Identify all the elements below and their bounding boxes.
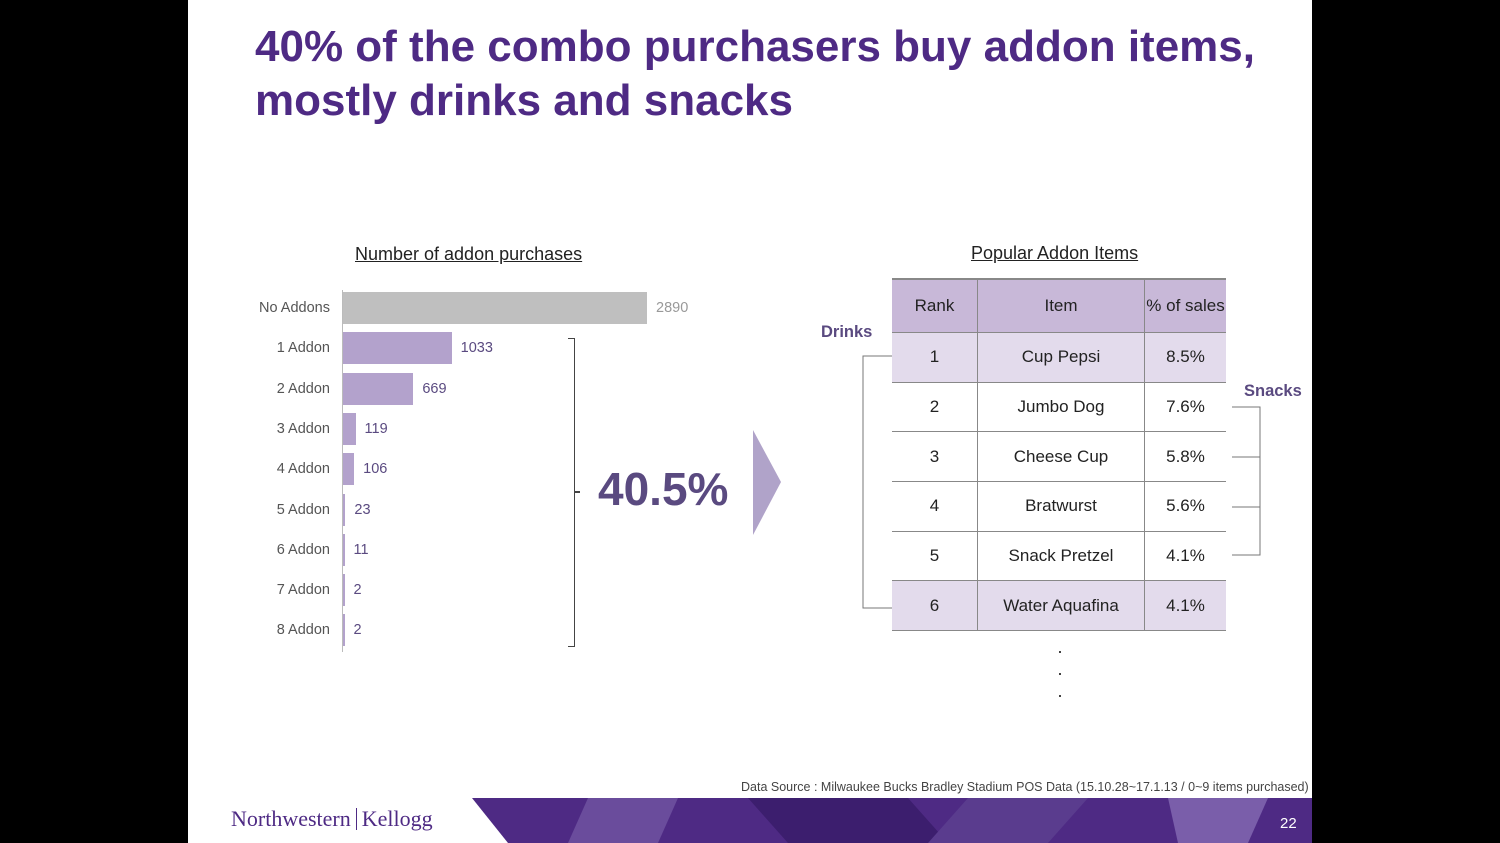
- category-label: 8 Addon: [276, 622, 330, 639]
- addon-bracket: [568, 338, 575, 647]
- bar: [343, 332, 452, 365]
- bar-value-label: 11: [353, 541, 369, 558]
- bar-value-label: 2: [353, 622, 362, 639]
- item-cell: Bratwurst: [977, 481, 1145, 532]
- snacks-label: Snacks: [1244, 382, 1302, 400]
- arrow-right-icon: [753, 430, 781, 535]
- northwestern-kellogg-logo: Northwestern Kellogg: [231, 806, 433, 831]
- bar-value-label: 2: [353, 582, 362, 599]
- bar: [343, 493, 346, 526]
- rank-cell: 3: [892, 431, 978, 483]
- footer-band: [472, 798, 1312, 843]
- pct-cell: 5.8%: [1144, 431, 1226, 483]
- category-label: 6 Addon: [276, 541, 330, 558]
- category-label: 7 Addon: [276, 582, 330, 599]
- bar-value-label: 23: [354, 501, 371, 518]
- item-cell: Cup Pepsi: [977, 332, 1145, 383]
- bar: [343, 533, 345, 566]
- bar-value-label: 106: [363, 461, 388, 478]
- category-label: 1 Addon: [276, 340, 330, 357]
- pct-cell: 4.1%: [1144, 531, 1226, 582]
- item-cell: Jumbo Dog: [977, 382, 1145, 433]
- table-row: 3 Cheese Cup 5.8%: [892, 431, 1226, 483]
- item-cell: Cheese Cup: [977, 431, 1145, 483]
- bar: [343, 453, 355, 486]
- bar: [343, 412, 356, 445]
- header-rank: Rank: [892, 278, 978, 333]
- bar: [343, 292, 647, 324]
- pct-cell: 7.6%: [1144, 382, 1226, 433]
- bar-value-label: 1033: [460, 340, 493, 357]
- item-cell: Snack Pretzel: [977, 531, 1145, 582]
- category-label: No Addons: [259, 300, 330, 316]
- bar: [343, 372, 414, 405]
- rank-cell: 2: [892, 382, 978, 433]
- rank-cell: 5: [892, 531, 978, 582]
- snacks-connector: [1232, 406, 1261, 556]
- table-header-row: Rank Item % of sales: [892, 278, 1226, 333]
- slide-title: 40% of the combo purchasers buy addon it…: [255, 22, 1255, 125]
- slide: 40% of the combo purchasers buy addon it…: [188, 0, 1312, 843]
- pct-cell: 5.6%: [1144, 481, 1226, 532]
- data-source-note: Data Source : Milwaukee Bucks Bradley St…: [741, 780, 1309, 794]
- chart-axis-line: [342, 290, 343, 652]
- addon-bracket-tick: [574, 491, 580, 493]
- drinks-label: Drinks: [821, 323, 873, 341]
- table-row: 1 Cup Pepsi 8.5%: [892, 332, 1226, 383]
- chart-title: Number of addon purchases: [355, 244, 583, 264]
- table-row: 6 Water Aquafina 4.1%: [892, 580, 1226, 632]
- bar-value-label: 119: [364, 420, 388, 437]
- bar: [343, 614, 345, 647]
- table-row: 2 Jumbo Dog 7.6%: [892, 382, 1226, 433]
- addon-share-callout: 40.5%: [598, 463, 729, 515]
- category-label: 2 Addon: [276, 380, 330, 397]
- table-continuation-dots: · · ·: [1057, 641, 1063, 705]
- popular-items-table: Rank Item % of sales 1 Cup Pepsi 8.5% 2 Jumb…: [892, 278, 1226, 632]
- header-pct-of-sales: % of sales: [1144, 278, 1226, 333]
- drinks-connector: [862, 355, 892, 609]
- table-row: 4 Bratwurst 5.6%: [892, 481, 1226, 532]
- category-label: 4 Addon: [276, 461, 330, 478]
- rank-cell: 4: [892, 481, 978, 532]
- bar: [343, 574, 345, 607]
- category-label: 3 Addon: [276, 420, 330, 437]
- table-row: 5 Snack Pretzel 4.1%: [892, 531, 1226, 582]
- pct-cell: 8.5%: [1144, 332, 1226, 383]
- item-cell: Water Aquafina: [977, 580, 1145, 632]
- pct-cell: 4.1%: [1144, 580, 1226, 632]
- bar-value-label: 669: [422, 380, 447, 397]
- header-item: Item: [977, 278, 1145, 333]
- bar-value-label: 2890: [656, 300, 689, 316]
- rank-cell: 6: [892, 580, 978, 632]
- category-label: 5 Addon: [276, 501, 330, 518]
- page-number: 22: [1280, 815, 1297, 832]
- table-title: Popular Addon Items: [971, 243, 1139, 263]
- rank-cell: 1: [892, 332, 978, 383]
